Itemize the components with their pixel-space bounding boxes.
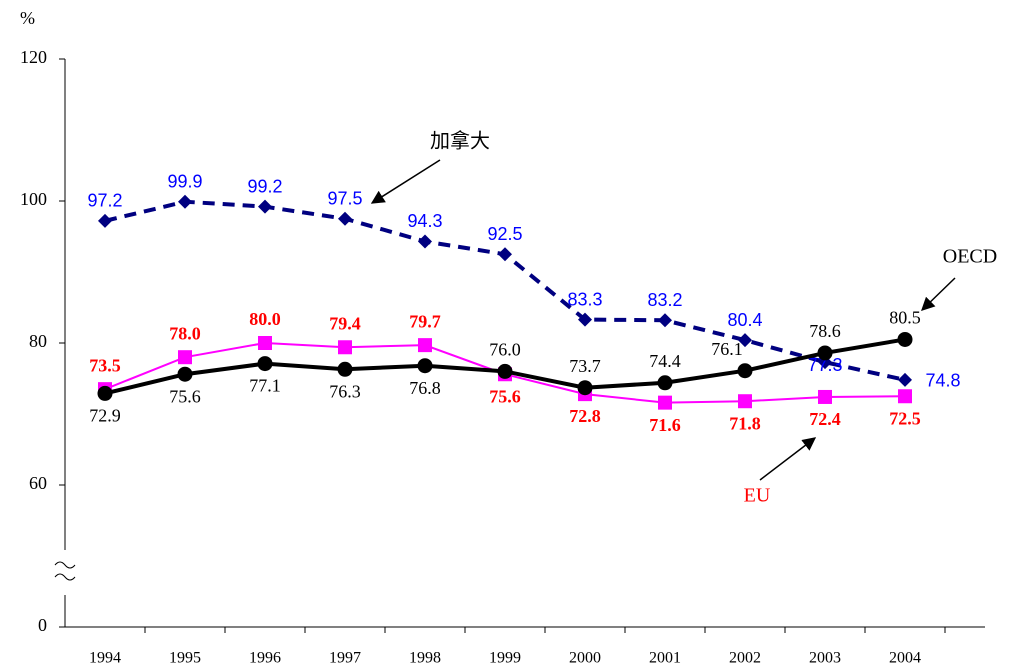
point [577,380,593,396]
point [177,366,193,382]
x-tick-label: 2001 [649,650,681,667]
point [258,336,272,350]
point [258,199,272,214]
x-tick-label: 2002 [729,650,761,667]
point [818,389,832,404]
x-tick-label: 1994 [89,650,121,667]
data-label: 76.3 [329,381,361,401]
data-label: 75.6 [489,386,521,406]
data-label: 77.1 [249,376,281,396]
axis-break [54,561,76,581]
data-label: 76.8 [409,378,441,398]
point [657,375,673,391]
data-label: 72.4 [809,409,841,429]
x-tick-label: 2003 [809,650,841,667]
y-tick-label: 0 [38,615,47,635]
data-label: 72.5 [889,408,921,428]
data-label: 83.2 [647,290,682,310]
data-label: 97.5 [327,189,362,209]
point [97,385,113,401]
data-label: 71.8 [729,413,761,433]
point [497,363,513,379]
point [337,361,353,377]
series-label: 加拿大 [430,129,490,153]
data-label: 75.6 [169,386,201,406]
point [98,213,112,228]
data-label: 79.7 [409,311,441,331]
x-tick-label: 1999 [489,650,521,667]
data-label: 99.9 [167,171,202,191]
point [578,312,592,327]
data-label: 78.6 [809,321,841,341]
data-label: 76.1 [711,339,743,359]
point [418,234,432,249]
data-label: 79.4 [329,313,361,333]
x-tick-label: 2004 [889,650,921,667]
y-unit: % [20,8,35,28]
data-label: 74.4 [649,351,681,371]
y-tick-label: 80 [29,331,47,351]
arrow [370,159,441,204]
data-label: 77.3 [807,355,842,375]
point [257,356,273,372]
y-tick-label: 120 [20,47,47,67]
data-label: 73.7 [569,356,601,376]
point [817,345,833,361]
data-label: 71.6 [649,415,681,435]
data-label: 76.0 [489,340,521,360]
point [737,363,753,379]
y-tick-label: 100 [20,189,47,209]
arrow [921,277,956,311]
y-tick-label: 60 [29,473,47,493]
data-label: 94.3 [407,211,442,231]
point [898,389,912,404]
arrow [759,437,817,481]
data-label: 78.0 [169,323,201,343]
point [418,338,432,353]
point [738,394,752,409]
series-label: EU [744,485,771,507]
point [658,395,672,410]
x-tick-label: 1998 [409,650,441,667]
point [498,247,512,262]
point [338,340,352,355]
point [658,313,672,328]
series-label: OECD [943,246,997,268]
point [897,331,913,347]
data-label: 80.0 [249,309,281,329]
point [338,211,352,226]
data-label: 99.2 [247,176,282,196]
x-tick-label: 1995 [169,650,201,667]
data-label: 80.5 [889,308,921,328]
point [417,358,433,374]
point [178,350,192,365]
data-label: 83.3 [567,289,602,309]
data-label: 97.2 [87,191,122,211]
x-tick-label: 1997 [329,650,361,667]
data-label: 74.8 [925,371,960,391]
x-tick-label: 2000 [569,650,601,667]
point [738,333,752,348]
x-tick-label: 1996 [249,650,281,667]
data-label: 80.4 [727,310,762,330]
data-label: 72.9 [89,406,121,426]
data-label: 92.5 [487,224,522,244]
point [898,372,912,387]
data-label: 73.5 [89,355,121,375]
data-label: 72.8 [569,406,601,426]
point [178,194,192,209]
